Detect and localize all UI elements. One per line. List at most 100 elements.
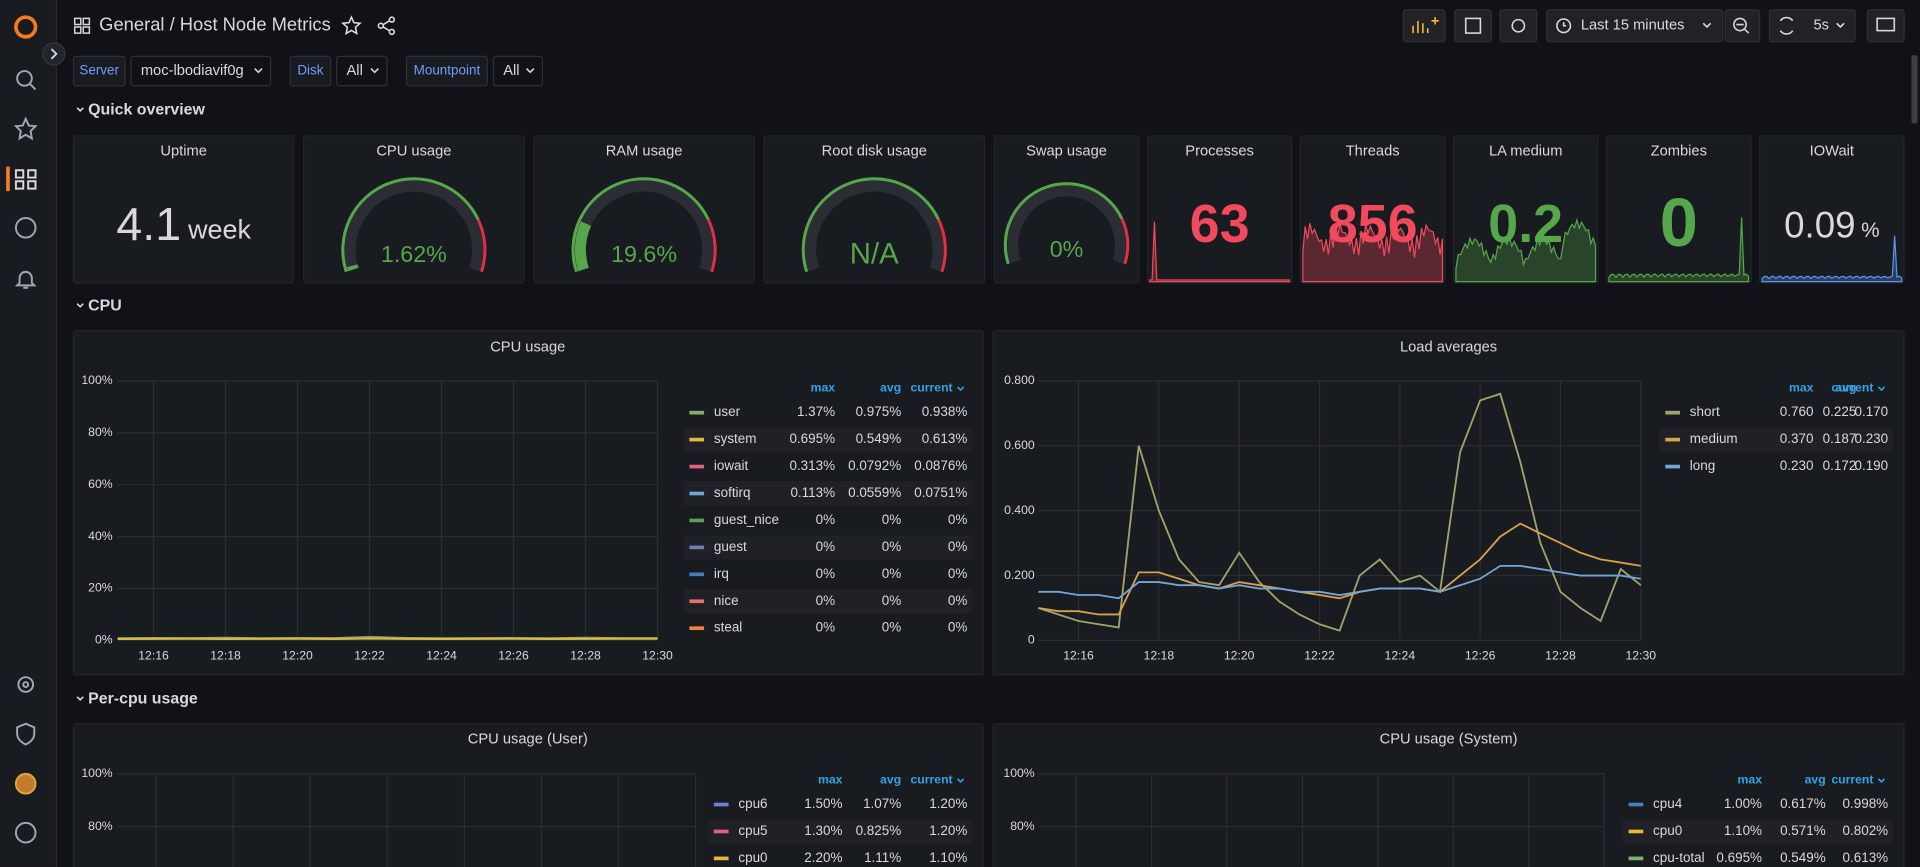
legend-header[interactable]: current	[910, 380, 952, 394]
y-tick-label: 0.600	[1004, 438, 1035, 452]
y-tick-label: 100%	[1003, 766, 1034, 780]
star-button[interactable]	[340, 15, 362, 36]
legend-name[interactable]: system	[714, 431, 757, 446]
stat-title: CPU usage	[376, 144, 451, 160]
legend-max: 2.20%	[804, 850, 842, 865]
sidebar	[0, 0, 57, 867]
explore-icon[interactable]	[14, 217, 37, 239]
legend-swatch	[689, 464, 705, 469]
legend-name[interactable]: cpu4	[1653, 796, 1683, 811]
zoom-icon-handle	[1736, 23, 1750, 34]
gauge-threshold	[341, 177, 480, 273]
legend-name[interactable]: guest_nice	[714, 512, 779, 527]
legend-header[interactable]: max	[1789, 380, 1814, 394]
gauge-threshold	[476, 218, 487, 273]
legend-name[interactable]: irq	[714, 566, 729, 581]
breadcrumb[interactable]: General / Host Node Metrics	[99, 14, 331, 35]
legend-avg: 0.0792%	[848, 458, 901, 473]
refresh-interval[interactable]: 5s	[1813, 18, 1829, 34]
legend-max: 1.50%	[804, 796, 842, 811]
legend-current: 0%	[948, 539, 967, 554]
y-tick-label: 100%	[81, 766, 112, 780]
expand-button[interactable]	[42, 42, 66, 66]
legend-header[interactable]: max	[818, 772, 843, 786]
legend-name[interactable]: guest	[714, 539, 747, 554]
panel	[533, 135, 755, 284]
legend-row-bg	[683, 481, 973, 506]
legend-name[interactable]: nice	[714, 593, 739, 608]
legend-header[interactable]: avg	[880, 380, 901, 394]
row-title[interactable]: CPU	[88, 297, 122, 314]
tv-mode-button[interactable]	[1866, 9, 1905, 43]
legend-current: 0.998%	[1843, 796, 1889, 811]
time-range[interactable]: Last 15 minutes	[1581, 18, 1685, 34]
legend-name[interactable]: short	[1690, 404, 1720, 419]
dashboards-icon[interactable]	[14, 169, 37, 190]
zoom-out-button[interactable]	[1724, 9, 1761, 43]
legend-row-bg	[1659, 427, 1894, 452]
legend-name[interactable]: cpu6	[738, 796, 767, 811]
add-panel-button[interactable]	[1402, 9, 1446, 43]
refresh-chevron	[1836, 22, 1845, 29]
stat-unit: %	[1861, 219, 1880, 242]
legend-name[interactable]: iowait	[714, 458, 749, 473]
legend-name[interactable]: cpu0	[1653, 823, 1682, 838]
legend-name[interactable]: steal	[714, 620, 742, 635]
alerting-icon[interactable]	[14, 270, 37, 289]
help-icon[interactable]	[14, 821, 37, 844]
share-button[interactable]	[377, 16, 396, 36]
save-icon	[1464, 17, 1482, 34]
legend-max: 0%	[816, 512, 835, 527]
y-tick-label: 0.400	[1004, 503, 1035, 517]
legend-header[interactable]: max	[811, 380, 836, 394]
legend-header[interactable]: current	[910, 772, 952, 786]
legend-name[interactable]: cpu5	[738, 823, 767, 838]
scrollbar[interactable]	[1911, 55, 1918, 124]
add-panel-icon	[1412, 17, 1439, 34]
starred-icon[interactable]	[13, 116, 38, 141]
series-line	[1038, 522, 1641, 616]
series-line	[1038, 392, 1642, 632]
legend-max: 0.113%	[790, 485, 835, 500]
variable-value: All	[347, 63, 363, 79]
legend-name[interactable]: long	[1690, 458, 1715, 473]
chevron	[1877, 386, 1886, 392]
logo[interactable]	[14, 15, 38, 39]
legend-name[interactable]: user	[714, 404, 741, 419]
y-tick-label: 60%	[88, 477, 113, 491]
config-icon[interactable]	[17, 676, 35, 693]
refresh-picker[interactable]	[1768, 9, 1856, 43]
variable-select[interactable]	[336, 55, 388, 87]
legend-name[interactable]: medium	[1690, 431, 1738, 446]
legend-current: 1.10%	[929, 850, 967, 865]
legend-header[interactable]: avg	[1835, 380, 1856, 394]
settings-button[interactable]	[1499, 9, 1538, 43]
row-title[interactable]: Per-cpu usage	[88, 690, 198, 707]
legend-avg: 0.549%	[1780, 850, 1826, 865]
legend-header[interactable]: current	[1831, 380, 1873, 394]
legend-header[interactable]: max	[1738, 772, 1763, 786]
gauge-threshold	[706, 218, 717, 273]
legend-current: 0.613%	[1843, 850, 1889, 865]
legend-header[interactable]: current	[1831, 772, 1873, 786]
legend-name[interactable]: cpu0	[738, 850, 767, 865]
admin-icon[interactable]	[16, 722, 36, 746]
gauge-value	[574, 221, 592, 272]
panel-title: CPU usage (User)	[468, 731, 588, 747]
legend-swatch	[1665, 410, 1680, 415]
variable-select[interactable]	[130, 55, 272, 87]
legend-name[interactable]: cpu-total	[1653, 850, 1705, 865]
legend-header[interactable]: avg	[880, 772, 901, 786]
legend-avg: 0%	[882, 539, 901, 554]
row-title[interactable]: Quick overview	[88, 101, 205, 118]
legend-header[interactable]: avg	[1805, 772, 1826, 786]
stat-title: RAM usage	[606, 144, 683, 160]
avatar[interactable]	[14, 772, 37, 795]
chevron	[525, 68, 535, 74]
search-icon[interactable]	[16, 70, 33, 87]
save-button[interactable]	[1454, 9, 1493, 43]
variable-select[interactable]	[492, 55, 544, 87]
time-picker[interactable]	[1545, 9, 1724, 43]
refresh-icon	[1779, 16, 1794, 35]
legend-name[interactable]: softirq	[714, 485, 751, 500]
